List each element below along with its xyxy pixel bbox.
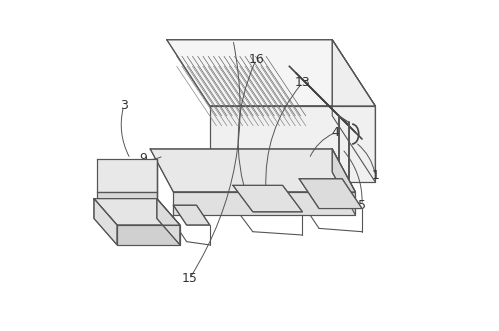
Text: 5: 5 bbox=[358, 199, 366, 212]
Polygon shape bbox=[332, 40, 375, 182]
Polygon shape bbox=[233, 185, 302, 212]
Polygon shape bbox=[117, 225, 180, 245]
Polygon shape bbox=[94, 199, 117, 245]
Polygon shape bbox=[94, 199, 180, 225]
Text: 16: 16 bbox=[248, 53, 264, 66]
Polygon shape bbox=[97, 192, 157, 218]
Polygon shape bbox=[173, 192, 355, 215]
Polygon shape bbox=[150, 149, 355, 192]
Text: 9: 9 bbox=[140, 152, 148, 166]
Polygon shape bbox=[167, 40, 375, 106]
Polygon shape bbox=[173, 205, 210, 225]
Text: 15: 15 bbox=[182, 271, 198, 285]
Text: 4: 4 bbox=[332, 126, 339, 139]
Text: 1: 1 bbox=[371, 169, 379, 182]
Text: 13: 13 bbox=[294, 76, 310, 89]
Text: 3: 3 bbox=[120, 99, 128, 113]
Polygon shape bbox=[97, 159, 157, 192]
Polygon shape bbox=[210, 106, 375, 182]
Polygon shape bbox=[299, 179, 362, 209]
Polygon shape bbox=[157, 199, 180, 245]
Polygon shape bbox=[332, 149, 355, 215]
